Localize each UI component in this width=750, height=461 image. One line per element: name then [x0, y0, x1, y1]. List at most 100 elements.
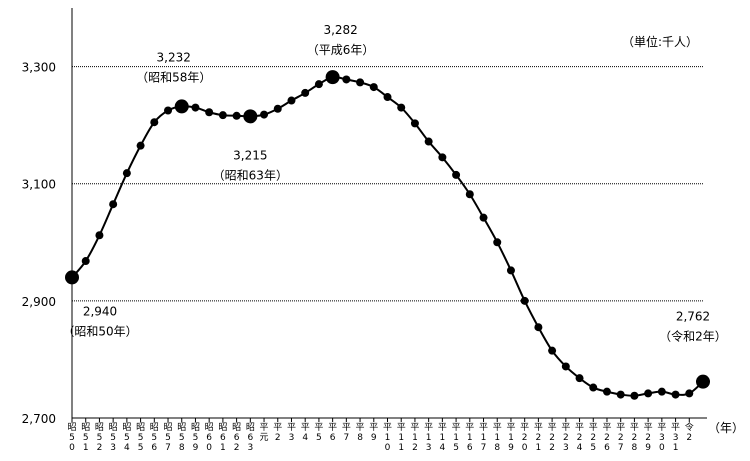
x-tick-label: 2	[632, 433, 638, 443]
x-tick-label: 平	[602, 422, 611, 433]
data-point	[397, 103, 406, 112]
data-point	[356, 78, 365, 87]
x-tick-label: 2	[522, 433, 528, 443]
x-tick-label: 平	[493, 422, 502, 433]
x-tick-label: 0	[522, 443, 528, 453]
x-tick-label: 5	[151, 433, 157, 443]
data-point	[287, 96, 296, 105]
data-point	[630, 391, 639, 400]
y-tick-label: 3,100	[22, 178, 56, 192]
x-tick-label: 1	[481, 433, 487, 443]
data-point	[383, 93, 392, 102]
annotation-era: （昭和50年）	[62, 324, 137, 338]
x-tick-label: 6	[234, 433, 240, 443]
axis-layer: 2,7002,9003,1003,300昭50昭51昭52昭53昭54昭55昭5…	[22, 8, 707, 453]
x-tick-label: 9	[371, 433, 377, 443]
x-tick-label: 1	[536, 443, 542, 453]
x-tick-label: 3	[289, 433, 295, 443]
unit-label: （単位:千人）	[622, 34, 698, 49]
x-tick-label: 7	[481, 443, 487, 453]
x-tick-label: 昭	[95, 422, 104, 433]
x-tick-label: 平	[616, 422, 625, 433]
x-tick-label: 1	[412, 433, 418, 443]
data-point	[534, 323, 543, 332]
x-tick-label: 平	[273, 422, 282, 433]
x-tick-label: 5	[193, 433, 199, 443]
x-tick-label: 平	[465, 422, 474, 433]
x-tick-label: 平	[506, 422, 515, 433]
x-tick-label: 0	[385, 443, 391, 453]
x-tick-label: 9	[508, 443, 514, 453]
data-point	[136, 141, 145, 150]
x-tick-label: 平	[520, 422, 529, 433]
annotation-era: （昭和63年）	[213, 168, 288, 182]
annotation-era: （昭和58年）	[136, 70, 211, 84]
data-point	[260, 110, 269, 119]
x-tick-label: 6	[151, 443, 157, 453]
annotation-era: （平成6年）	[307, 43, 375, 57]
data-point	[301, 88, 310, 97]
x-tick-label: 平	[328, 422, 337, 433]
data-point	[602, 387, 611, 396]
data-point	[424, 137, 433, 146]
x-tick-label: 1	[398, 433, 404, 443]
x-tick-label: 1	[83, 443, 89, 453]
data-point	[438, 153, 447, 162]
x-tick-label: 平	[589, 422, 598, 433]
annotation-value: 2,940	[83, 304, 117, 318]
x-tick-label: 2	[645, 433, 651, 443]
highlight-point	[696, 374, 710, 389]
highlight-point	[174, 99, 189, 114]
x-tick-label: 昭	[191, 422, 200, 433]
data-point	[191, 103, 200, 112]
x-tick-label: 平	[644, 422, 653, 433]
data-point	[644, 389, 653, 398]
x-tick-label: 1	[385, 433, 391, 443]
data-point	[452, 170, 461, 179]
label-layer: （単位:千人） （年） 3,232 （昭和58年） 3,215 （昭和63年） 3,28…	[62, 23, 744, 435]
data-point	[575, 374, 584, 383]
x-tick-label: 5	[83, 433, 89, 443]
x-tick-label: 昭	[177, 422, 186, 433]
annotation-value: 2,762	[676, 310, 710, 324]
data-point	[548, 346, 557, 355]
x-tick-label: 8	[632, 443, 638, 453]
annotation-value: 3,232	[157, 50, 191, 64]
x-tick-label: 平	[342, 422, 351, 433]
grid-layer	[72, 66, 703, 302]
x-tick-label: 5	[124, 433, 130, 443]
x-tick-label: 6	[220, 433, 226, 443]
data-point	[657, 387, 666, 396]
data-point	[95, 231, 104, 240]
x-tick-label: 平	[397, 422, 406, 433]
x-tick-label: 7	[165, 443, 171, 453]
x-tick-label: 9	[645, 443, 651, 453]
y-tick-label: 2,900	[22, 295, 56, 309]
x-tick-label: 5	[590, 443, 596, 453]
x-tick-label: 昭	[136, 422, 145, 433]
x-tick-label: 3	[563, 443, 569, 453]
data-point	[232, 111, 241, 120]
x-tick-label: 4	[302, 433, 308, 443]
x-tick-label: 6	[330, 433, 336, 443]
x-tick-label: 1	[494, 433, 500, 443]
series-line	[71, 75, 704, 397]
x-tick-label: 7	[618, 443, 624, 453]
x-tick-label: 5	[97, 433, 103, 443]
x-tick-label: 昭	[150, 422, 159, 433]
y-tick-label: 2,700	[22, 412, 56, 426]
x-tick-label: 2	[686, 433, 692, 443]
x-tick-label: 7	[343, 433, 349, 443]
x-tick-label: 昭	[205, 422, 214, 433]
x-tick-label: 6	[247, 433, 253, 443]
x-tick-label: 2	[563, 433, 569, 443]
x-tick-label: 2	[549, 443, 555, 453]
x-tick-label: 昭	[109, 422, 118, 433]
x-tick-label: 平	[369, 422, 378, 433]
x-tick-label: 昭	[67, 422, 76, 433]
x-tick-label: 3	[247, 443, 253, 453]
x-tick-label: 3	[673, 433, 679, 443]
x-tick-label: 元	[260, 433, 269, 443]
x-tick-label: 8	[179, 443, 185, 453]
